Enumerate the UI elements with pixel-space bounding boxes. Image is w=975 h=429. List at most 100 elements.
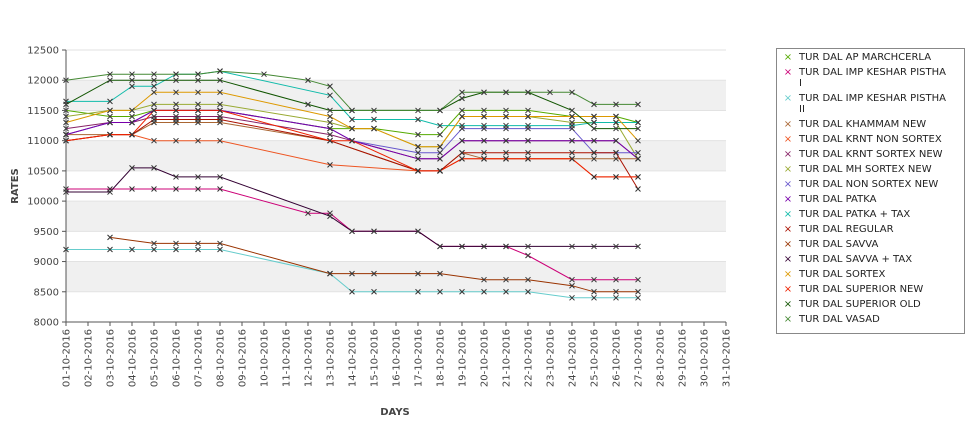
legend-item: × TUR DAL SUPERIOR OLD — [781, 299, 964, 310]
data-point — [327, 119, 333, 126]
data-point — [195, 77, 201, 84]
legend-item: × TUR DAL NON SORTEX NEW — [781, 179, 964, 190]
data-point — [371, 125, 377, 132]
legend-item: × TUR DAL MH SORTEX NEW — [781, 164, 964, 175]
data-point — [635, 276, 641, 283]
data-point — [635, 294, 641, 301]
legend-marker-icon: × — [783, 239, 793, 250]
x-tick-label: 08-10-2016 — [216, 329, 227, 387]
plot-background-bands — [66, 80, 726, 292]
legend-marker-icon: × — [783, 179, 793, 190]
data-point — [481, 122, 487, 129]
series-layer — [63, 68, 641, 301]
data-point — [195, 89, 201, 96]
data-point — [217, 89, 223, 96]
data-point — [195, 246, 201, 253]
series-line — [66, 70, 638, 127]
legend-item: × TUR DAL PATKA — [781, 194, 964, 205]
data-point — [371, 270, 377, 277]
data-point — [525, 89, 531, 96]
data-point — [107, 119, 113, 126]
data-point — [591, 294, 597, 301]
x-tick-label: 12-10-2016 — [304, 329, 315, 387]
data-point — [481, 149, 487, 156]
data-point — [173, 77, 179, 84]
data-point — [173, 107, 179, 114]
data-point — [217, 137, 223, 144]
y-tick-label: 11500 — [27, 106, 59, 117]
data-point — [547, 89, 553, 96]
x-tick-label: 21-10-2016 — [502, 329, 513, 387]
x-tick-label: 24-10-2016 — [568, 329, 579, 387]
data-point — [569, 276, 575, 283]
x-tick-label: 15-10-2016 — [370, 329, 381, 387]
data-point — [327, 270, 333, 277]
x-tick-label: 28-10-2016 — [656, 329, 667, 387]
y-tick-label: 12500 — [27, 46, 59, 57]
legend-item: × TUR DAL KRNT SORTEX NEW — [781, 149, 964, 160]
data-point — [327, 161, 333, 168]
data-point — [217, 68, 223, 75]
legend-item: × TUR DAL SAVVA + TAX — [781, 254, 964, 265]
data-point — [327, 125, 333, 132]
data-point — [415, 228, 421, 235]
data-point — [613, 149, 619, 156]
legend-item: × TUR DAL SORTEX — [781, 269, 964, 280]
data-point — [415, 168, 421, 174]
data-point — [481, 288, 487, 295]
data-point — [437, 168, 443, 174]
data-point — [635, 174, 641, 180]
data-point — [569, 294, 575, 301]
data-point — [481, 155, 487, 162]
data-point — [217, 101, 223, 108]
data-point — [195, 116, 201, 123]
data-point — [591, 243, 597, 250]
legend-item: × TUR DAL REGULAR — [781, 224, 964, 235]
data-point — [503, 243, 509, 250]
data-point — [437, 155, 443, 162]
data-point — [327, 213, 333, 220]
x-tick-label: 16-10-2016 — [392, 329, 403, 387]
data-point — [525, 276, 531, 283]
x-tick-label: 27-10-2016 — [634, 329, 645, 387]
legend-marker-icon: × — [783, 194, 793, 205]
data-point — [437, 122, 443, 129]
data-point — [569, 113, 575, 120]
data-point — [591, 125, 597, 132]
data-point — [217, 186, 223, 192]
data-point — [569, 149, 575, 156]
legend-item: × TUR DAL SUPERIOR NEW — [781, 284, 964, 295]
grid-band — [66, 201, 726, 232]
data-point — [481, 113, 487, 120]
data-point — [635, 186, 641, 192]
data-point — [613, 155, 619, 162]
x-tick-label: 19-10-2016 — [458, 329, 469, 387]
data-point — [459, 243, 465, 250]
legend-marker-icon: × — [783, 67, 793, 78]
data-point — [173, 246, 179, 253]
data-point — [107, 189, 113, 195]
legend-item: × TUR DAL PATKA + TAX — [781, 209, 964, 220]
data-point — [437, 243, 443, 250]
data-point — [107, 77, 113, 84]
data-point — [195, 186, 201, 192]
y-tick-label: 12000 — [27, 76, 59, 87]
x-tick-label: 04-10-2016 — [128, 329, 139, 387]
data-point — [129, 113, 135, 120]
data-point — [349, 228, 355, 235]
data-point — [129, 119, 135, 126]
data-point — [195, 71, 201, 78]
data-point — [591, 288, 597, 295]
data-point — [349, 137, 355, 144]
legend-item: × TUR DAL VASAD — [781, 314, 964, 325]
data-point — [195, 137, 201, 144]
data-point — [173, 174, 179, 180]
grid-band — [66, 140, 726, 171]
data-point — [437, 107, 443, 114]
y-tick-label: 10000 — [27, 197, 59, 208]
data-point — [613, 276, 619, 283]
data-point — [635, 101, 641, 108]
data-point — [349, 270, 355, 277]
data-point — [261, 71, 267, 78]
data-point — [107, 246, 113, 253]
